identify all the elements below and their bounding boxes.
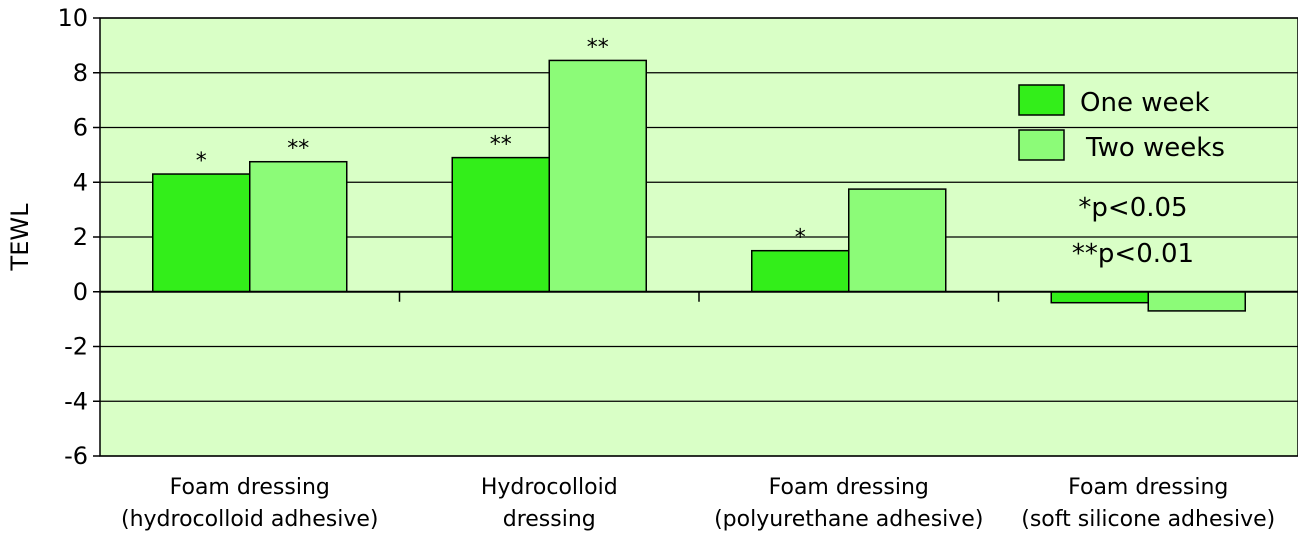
y-tick-label: -6 bbox=[64, 442, 88, 470]
y-tick-label: -2 bbox=[64, 333, 88, 361]
y-tick-label: 6 bbox=[73, 114, 88, 142]
y-tick-label: 0 bbox=[73, 278, 88, 306]
category-label: Foam dressing bbox=[170, 475, 330, 500]
significance-marker: * bbox=[795, 226, 806, 251]
y-tick-label: -4 bbox=[64, 387, 88, 415]
significance-marker: ** bbox=[490, 133, 512, 158]
significance-marker: ** bbox=[587, 35, 609, 60]
bar-two-weeks bbox=[1147, 291, 1246, 312]
zero-line bbox=[100, 290, 1298, 302]
significance-marker: * bbox=[196, 149, 207, 174]
category-labels: Foam dressing (hydrocolloid adhesive) Hydr… bbox=[121, 475, 1275, 532]
category-label: Foam dressing bbox=[1068, 475, 1228, 500]
category-label: (polyurethane adhesive) bbox=[714, 507, 983, 532]
significance-marker: ** bbox=[287, 137, 309, 162]
bar-one-week bbox=[152, 173, 251, 293]
legend-swatch bbox=[1018, 129, 1065, 161]
category-label: Hydrocolloid bbox=[481, 475, 618, 500]
y-axis-ticks: 10 8 6 4 2 0 -2 -4 -6 bbox=[57, 4, 100, 470]
bars: * ** ***** bbox=[152, 35, 1246, 312]
legend-swatch bbox=[1018, 84, 1065, 116]
category-label: (soft silicone adhesive) bbox=[1021, 507, 1275, 532]
legend: One week Two weeks bbox=[1018, 84, 1225, 163]
significance-note: *p<0.05 bbox=[1078, 193, 1187, 223]
bar-one-week bbox=[751, 249, 850, 293]
significance-notes: *p<0.05 **p<0.01 bbox=[1072, 193, 1194, 269]
grid-lines bbox=[100, 17, 1298, 457]
y-axis-label: TEWL bbox=[6, 203, 34, 272]
bar-one-week bbox=[451, 156, 550, 293]
legend-label: Two weeks bbox=[1085, 133, 1225, 163]
significance-note: **p<0.01 bbox=[1072, 239, 1194, 269]
bar-two-weeks bbox=[848, 188, 947, 293]
y-tick-label: 4 bbox=[73, 168, 88, 196]
category-label: (hydrocolloid adhesive) bbox=[121, 507, 378, 532]
bar-two-weeks bbox=[548, 59, 647, 293]
bar-one-week bbox=[1050, 291, 1149, 304]
bar-two-weeks bbox=[249, 160, 348, 293]
y-tick-label: 10 bbox=[57, 4, 88, 32]
y-tick-label: 2 bbox=[73, 223, 88, 251]
category-label: dressing bbox=[503, 507, 596, 532]
legend-label: One week bbox=[1080, 88, 1210, 118]
y-tick-label: 8 bbox=[73, 59, 88, 87]
category-label: Foam dressing bbox=[769, 475, 929, 500]
